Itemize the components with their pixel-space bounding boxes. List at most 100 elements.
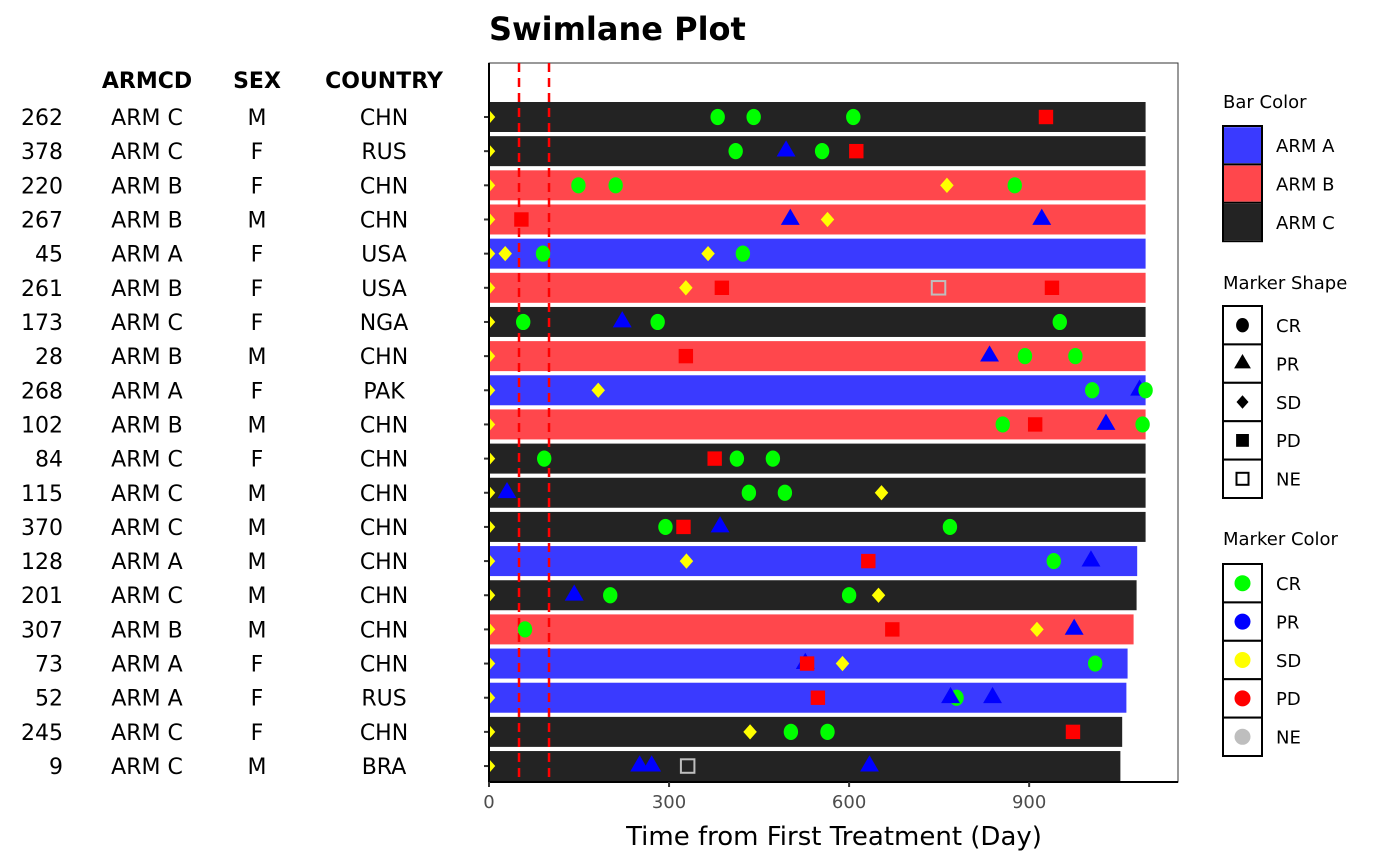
sex-cell: M	[248, 106, 267, 131]
legend-swatch	[1224, 165, 1261, 202]
armcd-cell: ARM B	[111, 413, 182, 438]
marker-cr	[777, 484, 793, 501]
subject-id: 370	[21, 516, 63, 541]
swimlane-bar	[489, 375, 1146, 406]
swimlane-bar	[489, 306, 1146, 337]
marker-pr	[1064, 618, 1084, 635]
marker-pd	[678, 348, 694, 364]
country-cell: RUS	[361, 687, 406, 712]
sex-cell: F	[251, 448, 264, 473]
marker-cr	[571, 177, 586, 194]
subject-id: 378	[21, 140, 63, 165]
legend-swatch	[1224, 127, 1261, 164]
subject-id: 307	[21, 618, 63, 643]
marker-cr	[735, 245, 751, 262]
marker-sd	[489, 520, 496, 533]
header-armcd: ARMCD	[102, 69, 192, 94]
sex-cell: F	[251, 379, 264, 404]
marker-pd	[676, 519, 691, 535]
marker-cr	[603, 587, 618, 604]
marker-ne	[679, 758, 696, 774]
marker-sd	[679, 553, 694, 569]
marker-sd	[489, 452, 496, 465]
country-cell: CHN	[360, 448, 408, 473]
swimlane-bar	[489, 716, 1123, 747]
marker-pr	[1081, 550, 1101, 567]
subject-id: 84	[35, 448, 63, 473]
country-cell: USA	[361, 277, 407, 302]
swimlane-bar	[489, 170, 1146, 201]
subject-id: 201	[21, 584, 63, 609]
country-cell: CHN	[360, 653, 408, 678]
marker-pr	[612, 311, 632, 328]
marker-sd	[489, 760, 496, 772]
subject-id: 268	[21, 379, 63, 404]
legend-label: ARM A	[1276, 136, 1335, 157]
marker-cr	[1087, 655, 1103, 672]
country-cell: CHN	[360, 618, 408, 643]
country-cell: BRA	[362, 755, 407, 780]
marker-sd	[489, 691, 496, 704]
sex-cell: M	[248, 413, 267, 438]
swimlane-bar	[489, 511, 1146, 542]
marker-sd	[489, 589, 496, 602]
marker-pd	[1038, 109, 1054, 125]
armcd-cell: ARM A	[111, 687, 182, 712]
country-cell: CHN	[360, 584, 408, 609]
marker-sd	[701, 245, 715, 262]
subject-id: 173	[21, 311, 63, 336]
chart-title: Swimlane Plot	[489, 10, 746, 48]
marker-cr	[650, 313, 665, 331]
marker-cr	[741, 484, 757, 501]
country-cell: RUS	[361, 140, 406, 165]
legend-label: SD	[1276, 393, 1301, 414]
armcd-cell: ARM C	[111, 516, 183, 541]
legend-swatch	[1224, 204, 1261, 240]
subject-id: 267	[21, 208, 63, 233]
marker-cr	[535, 245, 551, 262]
country-cell: CHN	[360, 413, 408, 438]
marker-pd	[1027, 417, 1043, 432]
swimlane-bar	[489, 409, 1146, 440]
plot-content	[489, 63, 1153, 782]
marker-sd	[835, 655, 850, 672]
swimlane-bar	[489, 477, 1146, 508]
marker-cr	[820, 723, 835, 740]
marker-pr	[941, 686, 960, 704]
marker-pd	[861, 553, 876, 569]
marker-sd	[489, 725, 496, 738]
country-cell: CHN	[360, 721, 408, 746]
marker-sd	[1030, 621, 1044, 638]
legend-label: CR	[1276, 574, 1301, 595]
marker-cr	[1138, 382, 1153, 399]
legend-label: PR	[1276, 354, 1299, 375]
armcd-cell: ARM C	[111, 106, 183, 131]
sex-cell: M	[248, 482, 267, 507]
country-cell: USA	[361, 243, 407, 268]
marker-sd	[591, 382, 605, 398]
subject-id: 52	[35, 687, 63, 712]
marker-sd	[874, 485, 889, 501]
armcd-cell: ARM B	[111, 208, 182, 233]
x-tick-label: 900	[1012, 792, 1046, 813]
marker-cr	[841, 587, 857, 604]
subject-id: 262	[21, 106, 63, 131]
country-cell: CHN	[360, 106, 408, 131]
x-tick-label: 0	[483, 792, 494, 813]
marker-cr	[942, 518, 958, 536]
legend-title: Marker Color	[1223, 529, 1339, 550]
marker-pr	[1096, 413, 1116, 430]
marker-pd	[714, 280, 730, 295]
marker-sd	[489, 213, 496, 226]
marker-cr	[729, 450, 745, 467]
legend-label: CR	[1276, 316, 1301, 337]
legend-color-dot	[1234, 613, 1251, 630]
marker-sd	[940, 177, 954, 193]
marker-sd	[489, 179, 496, 192]
sex-cell: F	[251, 174, 264, 199]
marker-sd	[489, 384, 496, 397]
marker-pr	[642, 755, 662, 772]
marker-sd	[498, 245, 512, 262]
